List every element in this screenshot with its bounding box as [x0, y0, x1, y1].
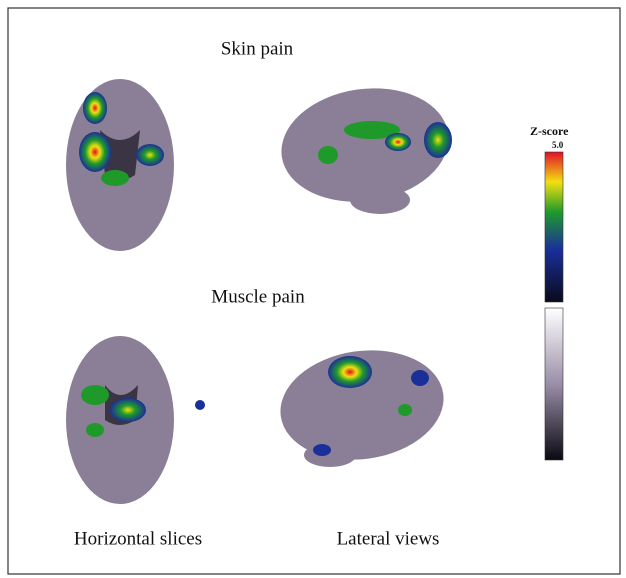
colorbar-hot [545, 152, 563, 302]
axial-brain [66, 336, 205, 504]
colorbar-max: 5.0 [552, 140, 564, 150]
axial-brain [66, 79, 174, 251]
row-title: Skin pain [221, 38, 294, 59]
colorbar-gray [545, 308, 563, 460]
row-title: Muscle pain [211, 286, 305, 307]
figure: Skin pain Muscle pain Horizontal slices … [0, 0, 626, 578]
column-title: Horizontal slices [74, 528, 202, 549]
lateral-brain [273, 340, 450, 470]
colorbar-title: Z-score [530, 124, 569, 138]
lateral-brain [274, 78, 456, 214]
column-title: Lateral views [337, 528, 440, 549]
